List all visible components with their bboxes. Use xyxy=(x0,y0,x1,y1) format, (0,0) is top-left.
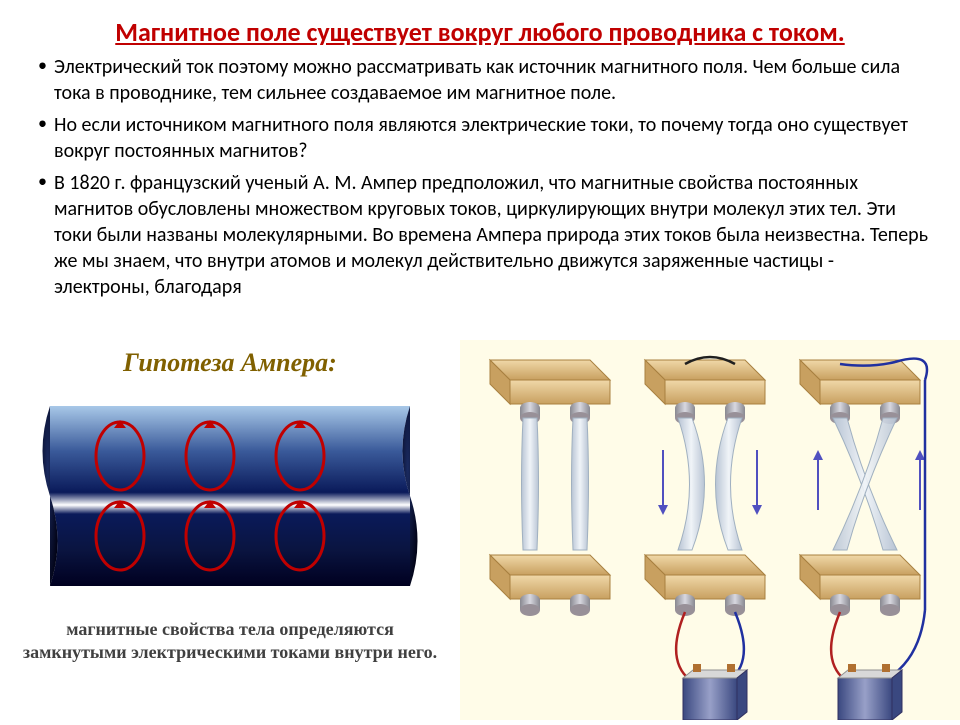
experiment-diagram xyxy=(460,340,960,720)
ampere-cylinder-diagram xyxy=(10,386,450,606)
diagram-row: Гипотеза Ампера: xyxy=(0,340,960,720)
ampere-title: Гипотеза Ампера: xyxy=(8,348,452,378)
bullet-item: В 1820 г. французский ученый А. М. Ампер… xyxy=(30,170,930,300)
experiment-panel xyxy=(460,340,960,720)
bullet-item: Но если источником магнитного поля являю… xyxy=(30,112,930,164)
ampere-panel: Гипотеза Ампера: xyxy=(0,340,460,720)
bullet-list: Электрический ток поэтому можно рассматр… xyxy=(0,48,960,300)
bullet-item: Электрический ток поэтому можно рассматр… xyxy=(30,54,930,106)
ampere-caption: магнитные свойства тела определяются зам… xyxy=(8,618,452,665)
page-title: Магнитное поле существует вокруг любого … xyxy=(0,0,960,48)
